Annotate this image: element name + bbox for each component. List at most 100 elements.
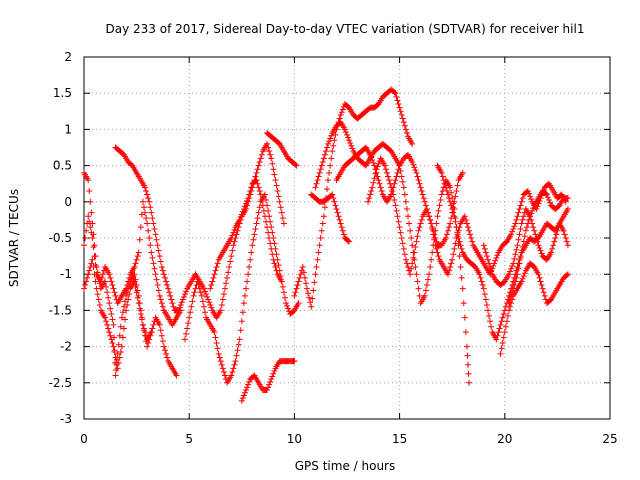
- data-point: [346, 238, 353, 245]
- data-point: [257, 155, 264, 162]
- y-tick-label: -0.5: [49, 231, 72, 245]
- data-point: [181, 291, 188, 298]
- data-point: [188, 303, 195, 310]
- data-point: [234, 227, 241, 234]
- data-point: [338, 224, 345, 231]
- data-point: [564, 195, 571, 202]
- data-point: [448, 215, 455, 222]
- data-point: [291, 292, 298, 299]
- data-point: [313, 263, 320, 270]
- data-point: [464, 361, 471, 368]
- data-point: [518, 198, 525, 205]
- data-point: [370, 159, 377, 166]
- data-point: [116, 332, 123, 339]
- data-point: [252, 225, 259, 232]
- data-point: [533, 235, 540, 241]
- data-point: [254, 166, 261, 173]
- data-point: [162, 347, 169, 354]
- data-point: [279, 283, 286, 290]
- data-point: [90, 244, 97, 251]
- data-point: [241, 292, 248, 299]
- data-point: [87, 224, 94, 231]
- data-point: [110, 321, 117, 328]
- data-point: [262, 218, 269, 225]
- data-point: [83, 227, 90, 234]
- data-point: [231, 238, 238, 245]
- data-point: [482, 296, 489, 303]
- data-point: [205, 296, 212, 303]
- data-point: [517, 225, 524, 232]
- data-point: [442, 184, 449, 191]
- data-point: [114, 350, 121, 357]
- data-point: [230, 229, 237, 236]
- data-point: [385, 173, 392, 180]
- data-point: [221, 372, 228, 379]
- data-point: [256, 158, 263, 165]
- data-point: [318, 227, 325, 234]
- data-point: [230, 365, 237, 372]
- data-point: [83, 278, 90, 285]
- data-point: [248, 249, 255, 256]
- data-point: [403, 260, 410, 267]
- data-point: [93, 285, 100, 292]
- data-point: [394, 213, 401, 220]
- data-point: [211, 329, 218, 336]
- data-point: [276, 198, 283, 205]
- data-point: [218, 361, 225, 368]
- data-point: [407, 271, 414, 278]
- data-point: [392, 90, 399, 97]
- data-point: [370, 179, 377, 186]
- data-point: [270, 256, 277, 263]
- data-point: [201, 309, 208, 316]
- data-point: [292, 161, 299, 168]
- data-point: [416, 180, 423, 187]
- data-point: [501, 329, 508, 336]
- data-point: [102, 314, 109, 321]
- data-point: [293, 162, 300, 169]
- data-point: [396, 224, 403, 231]
- data-point: [332, 202, 339, 209]
- data-point: [125, 296, 132, 303]
- data-point: [521, 233, 528, 240]
- data-point: [204, 293, 211, 300]
- data-point: [410, 254, 417, 261]
- data-point: [236, 216, 243, 223]
- data-point: [239, 395, 246, 402]
- data-point: [535, 242, 542, 249]
- data-point: [159, 303, 166, 310]
- data-point: [467, 231, 474, 238]
- data-point: [495, 329, 502, 336]
- data-point: [345, 237, 352, 244]
- data-point: [468, 235, 475, 241]
- data-point: [519, 216, 526, 223]
- data-point: [347, 139, 354, 146]
- chart-title: Day 233 of 2017, Sidereal Day-to-day VTE…: [106, 22, 585, 36]
- data-point: [109, 316, 116, 323]
- data-point: [138, 211, 145, 218]
- data-point: [340, 231, 347, 238]
- data-point: [543, 191, 550, 198]
- data-point: [327, 135, 334, 142]
- data-point: [520, 213, 527, 220]
- data-point: [280, 220, 287, 227]
- data-point: [275, 262, 282, 269]
- data-point: [258, 196, 265, 203]
- data-point: [514, 213, 521, 220]
- data-point: [460, 300, 467, 307]
- data-point: [149, 215, 156, 222]
- data-point: [548, 249, 555, 256]
- data-point: [257, 191, 264, 198]
- data-point: [138, 316, 145, 323]
- data-point: [398, 173, 405, 180]
- data-point: [515, 209, 522, 216]
- data-point: [116, 354, 123, 361]
- y-tick-label: 0: [64, 195, 72, 209]
- data-point: [562, 235, 569, 241]
- data-point: [405, 263, 412, 270]
- data-point: [399, 178, 406, 185]
- data-point: [190, 292, 197, 299]
- data-point: [442, 235, 449, 241]
- data-point: [271, 171, 278, 178]
- data-point: [85, 177, 92, 184]
- data-point: [147, 204, 154, 211]
